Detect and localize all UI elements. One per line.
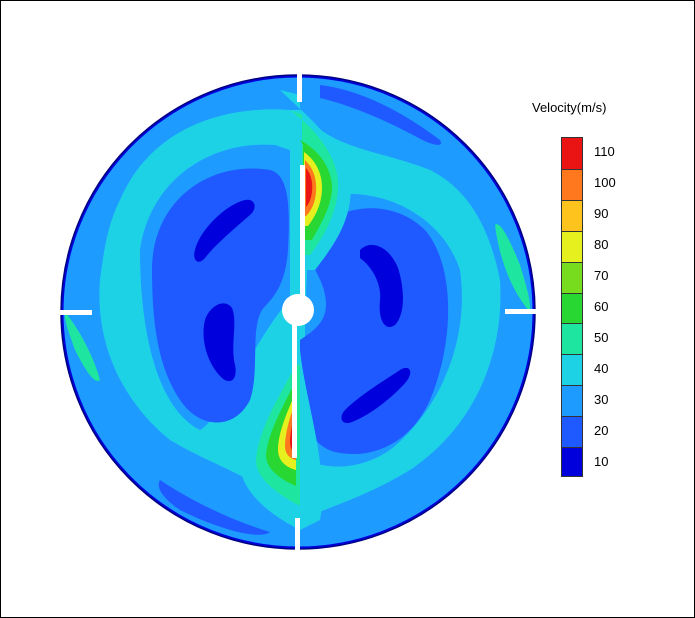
colorbar-tick-label: 50 (594, 329, 609, 345)
colorbar-tick-label: 40 (594, 360, 609, 376)
baffle-central-upper (300, 165, 305, 305)
colorbar (561, 137, 583, 477)
jet-lower (239, 350, 323, 530)
jet-side (64, 224, 531, 381)
colorbar-swatch (562, 138, 582, 169)
colorbar-swatch (562, 323, 582, 355)
central-hub (282, 294, 314, 326)
baffle-right (505, 309, 541, 314)
colorbar-title: Velocity(m/s) (532, 100, 607, 115)
colorbar-swatch (562, 168, 582, 200)
contour-upper-right-band (320, 85, 442, 145)
colorbar-swatch (562, 416, 582, 448)
colorbar-swatch (562, 261, 582, 293)
colorbar-tick-label: 110 (594, 144, 615, 160)
colorbar-tick-label: 60 (594, 299, 609, 314)
colorbar-swatch (562, 230, 582, 262)
baffle-central-lower (292, 318, 297, 458)
colorbar-swatch (562, 447, 582, 476)
colorbar-tick-label: 100 (594, 175, 616, 191)
colorbar-tick-label: 30 (594, 391, 609, 407)
baffle-top (297, 72, 302, 102)
contour-lower-left-band (158, 480, 270, 535)
contour-level-10 (194, 199, 411, 424)
colorbar-tick-label: 10 (594, 453, 609, 469)
colorbar-tick-label: 90 (594, 206, 609, 222)
colorbar-tick-label: 20 (594, 422, 609, 438)
baffle-bottom (295, 518, 300, 553)
colorbar-ticks: 10 20 30 40 50 60 70 80 90 100 110 (594, 137, 654, 477)
baffles (58, 72, 541, 553)
colorbar-swatch (562, 354, 582, 386)
colorbar-swatch (562, 385, 582, 417)
colorbar-swatch (562, 199, 582, 231)
colorbar-tick-label: 70 (594, 268, 609, 284)
colorbar-tick-label: 80 (594, 237, 609, 253)
colorbar-swatch (562, 292, 582, 324)
baffle-left (58, 310, 92, 315)
contour-level-20 (152, 168, 449, 455)
